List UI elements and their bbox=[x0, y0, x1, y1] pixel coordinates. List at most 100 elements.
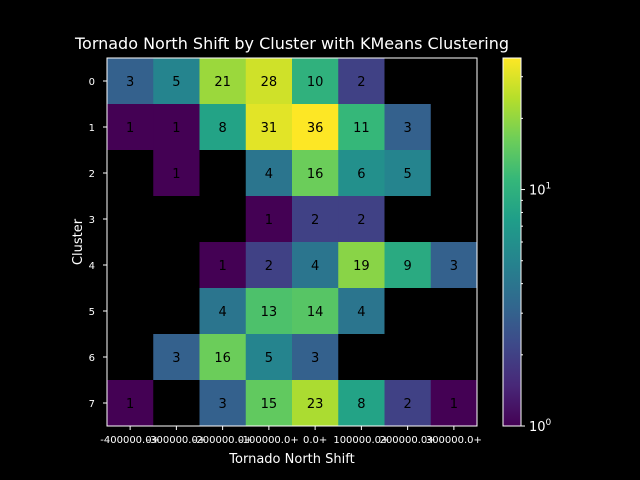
heatmap-cells: 3 5 21 28 10 21 1 8 31 36 11 31 4 16 6 51 2 21 2 4 19 9 34 13 14… bbox=[107, 58, 478, 427]
x-tick-label: -200000.0+ bbox=[193, 435, 253, 446]
cell-label: 3 bbox=[311, 351, 319, 366]
heatmap-cell-empty bbox=[384, 196, 432, 243]
heatmap-cell bbox=[430, 242, 478, 289]
heatmap-cell bbox=[384, 242, 432, 289]
heatmap-cell-empty bbox=[199, 196, 247, 243]
cell-label: 16 bbox=[214, 351, 231, 366]
heatmap-cell bbox=[245, 334, 293, 381]
cell-label: 3 bbox=[218, 397, 226, 412]
heatmap-cell-empty bbox=[107, 196, 154, 243]
cell-label: 3 bbox=[450, 259, 458, 274]
heatmap-cell-empty bbox=[107, 334, 154, 381]
heatmap-cell bbox=[245, 196, 293, 243]
cell-label: 1 bbox=[172, 121, 180, 136]
y-tick-label: 3 bbox=[89, 215, 95, 226]
cell-label: 5 bbox=[403, 167, 411, 182]
heatmap-cell bbox=[245, 150, 293, 197]
heatmap-cell-empty bbox=[153, 380, 200, 427]
heatmap-cell bbox=[338, 150, 385, 197]
cell-label: 31 bbox=[261, 121, 278, 136]
cell-label: 4 bbox=[311, 259, 319, 274]
y-tick-label: 2 bbox=[89, 169, 95, 180]
cell-label: 9 bbox=[403, 259, 411, 274]
heatmap-cell bbox=[245, 104, 293, 151]
heatmap-cell bbox=[107, 380, 154, 427]
heatmap-cell bbox=[153, 104, 200, 151]
heatmap-cell-empty bbox=[384, 288, 432, 335]
cell-label: 2 bbox=[357, 213, 365, 228]
cell-label: 2 bbox=[311, 213, 319, 228]
chart-title: Tornado North Shift by Cluster with KMea… bbox=[74, 34, 509, 53]
heatmap-cell bbox=[107, 58, 154, 105]
heatmap-cell bbox=[245, 242, 293, 289]
y-tick-label: 7 bbox=[89, 399, 95, 410]
heatmap-cell bbox=[292, 242, 339, 289]
cell-label: 2 bbox=[357, 75, 365, 90]
cell-label: 10 bbox=[307, 75, 324, 90]
heatmap-cell bbox=[384, 150, 432, 197]
heatmap-cell bbox=[292, 196, 339, 243]
cell-label: 14 bbox=[307, 305, 324, 320]
cell-label: 3 bbox=[172, 351, 180, 366]
heatmap-cell bbox=[338, 58, 385, 105]
heatmap-cell bbox=[292, 288, 339, 335]
heatmap-cell bbox=[199, 288, 247, 335]
heatmap-cell-empty bbox=[107, 288, 154, 335]
cell-label: 2 bbox=[403, 397, 411, 412]
heatmap-cell-empty bbox=[430, 196, 478, 243]
cell-label: 1 bbox=[265, 213, 273, 228]
heatmap-cell bbox=[292, 334, 339, 381]
x-tick-label: 300000.0+ bbox=[426, 435, 482, 446]
heatmap-cell bbox=[384, 104, 432, 151]
heatmap-cell-empty bbox=[384, 58, 432, 105]
heatmap-cell bbox=[245, 288, 293, 335]
x-tick-label: -400000.0+ bbox=[100, 435, 160, 446]
cell-label: 28 bbox=[261, 75, 278, 90]
heatmap-cell bbox=[153, 334, 200, 381]
cell-label: 3 bbox=[403, 121, 411, 136]
y-axis-ticks: 0 1 2 3 4 5 6 7 bbox=[89, 77, 107, 410]
y-tick-label: 0 bbox=[89, 77, 95, 88]
cell-label: 1 bbox=[218, 259, 226, 274]
x-tick-label: 0.0+ bbox=[303, 435, 327, 446]
heatmap-cell-empty bbox=[153, 288, 200, 335]
colorbar-ticks: 100 101 bbox=[521, 76, 552, 435]
cell-label: 8 bbox=[218, 121, 226, 136]
cell-label: 5 bbox=[265, 351, 273, 366]
x-tick-label: 200000.0+ bbox=[380, 435, 436, 446]
heatmap-cell-empty bbox=[199, 150, 247, 197]
heatmap-cell bbox=[430, 380, 478, 427]
cell-label: 2 bbox=[265, 259, 273, 274]
colorbar-tick-label: 101 bbox=[529, 182, 551, 199]
heatmap-cell bbox=[107, 104, 154, 151]
heatmap-cell-empty bbox=[338, 334, 385, 381]
cell-label: 36 bbox=[307, 121, 324, 136]
heatmap-cell bbox=[245, 380, 293, 427]
heatmap-cell bbox=[199, 242, 247, 289]
cell-label: 16 bbox=[307, 167, 324, 182]
heatmap-cell-empty bbox=[384, 334, 432, 381]
heatmap-cell-empty bbox=[153, 196, 200, 243]
heatmap-cell bbox=[153, 150, 200, 197]
heatmap-cell bbox=[338, 380, 385, 427]
heatmap-cell bbox=[199, 58, 247, 105]
cell-label: 6 bbox=[357, 167, 365, 182]
heatmap-cell-empty bbox=[107, 242, 154, 289]
heatmap-cell bbox=[384, 380, 432, 427]
y-tick-label: 4 bbox=[89, 261, 95, 272]
cell-label: 15 bbox=[261, 397, 278, 412]
plot-frame bbox=[106, 57, 478, 427]
heatmap-cell bbox=[338, 196, 385, 243]
y-tick-label: 6 bbox=[89, 353, 95, 364]
heatmap-cell bbox=[199, 104, 247, 151]
heatmap-cell bbox=[153, 58, 200, 105]
heatmap-cell-empty bbox=[153, 242, 200, 289]
cell-label: 11 bbox=[353, 121, 370, 136]
heatmap-cell bbox=[292, 150, 339, 197]
colorbar bbox=[502, 57, 522, 427]
colorbar-tick-label: 100 bbox=[529, 418, 552, 435]
cell-label: 8 bbox=[357, 397, 365, 412]
heatmap-cell bbox=[338, 242, 385, 289]
heatmap-cell-empty bbox=[430, 104, 478, 151]
